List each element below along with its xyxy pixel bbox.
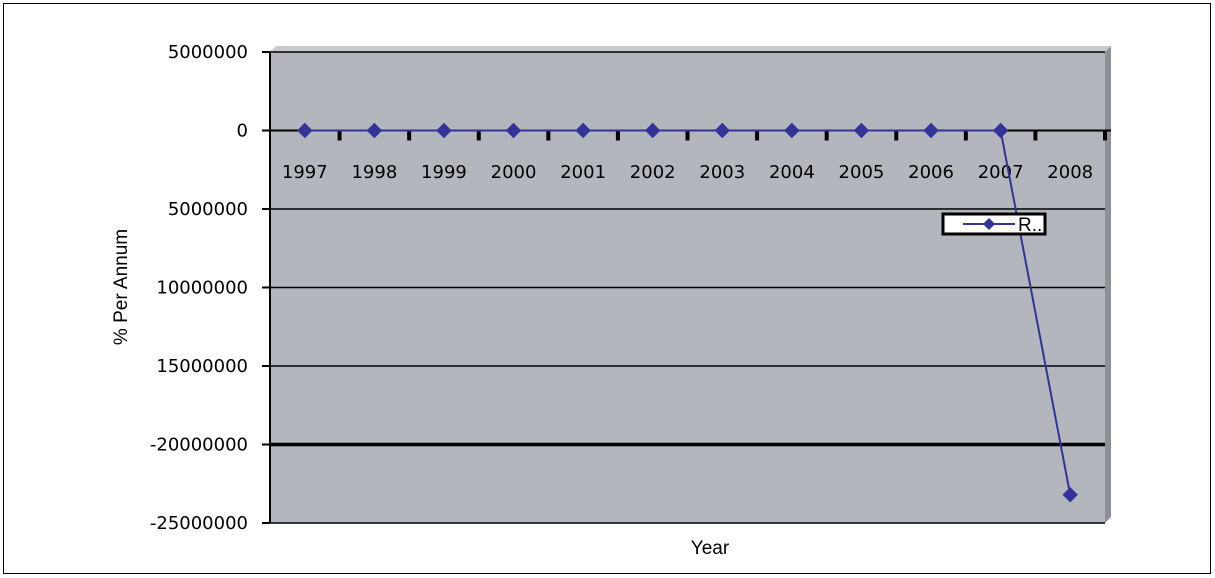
- y-tick-label: 5000000: [168, 42, 248, 63]
- x-tick: [476, 130, 481, 141]
- data-point: [366, 122, 383, 139]
- series-line: [304, 129, 1072, 495]
- x-tick: [1103, 130, 1107, 141]
- x-tick-label: 1998: [351, 162, 397, 183]
- x-tick-label: 2007: [978, 162, 1024, 183]
- data-point: [436, 122, 452, 139]
- x-tick: [685, 130, 690, 141]
- x-tick-label: 2004: [769, 162, 815, 183]
- x-tick: [755, 130, 760, 141]
- y-tick-label: 5000000: [168, 199, 248, 220]
- legend-swatch-marker: [983, 218, 995, 230]
- y-tick-label: 0: [237, 121, 248, 142]
- x-tick: [894, 130, 899, 141]
- data-point: [575, 122, 591, 139]
- data-point: [645, 122, 661, 139]
- x-tick-label: 1997: [282, 162, 328, 183]
- x-tick-label: 2005: [839, 162, 885, 183]
- x-tick-label: 2003: [699, 162, 745, 183]
- x-tick-label: 2008: [1047, 162, 1093, 183]
- x-tick-label: 2002: [630, 162, 676, 183]
- y-tick-label: 15000000: [156, 356, 248, 377]
- y-tick-label: -20000000: [150, 435, 248, 456]
- x-tick: [824, 130, 829, 141]
- x-tick: [337, 130, 342, 141]
- x-tick: [546, 130, 551, 141]
- data-point: [784, 122, 800, 139]
- legend-label: R..: [1018, 215, 1042, 236]
- y-tick-label: -25000000: [150, 513, 248, 534]
- x-tick-label: 2006: [908, 162, 954, 183]
- x-tick: [963, 130, 968, 141]
- plot-top-wall: [270, 46, 1111, 52]
- data-point: [297, 122, 313, 139]
- y-tick-label: 10000000: [156, 278, 248, 299]
- data-point: [992, 122, 1009, 139]
- x-axis-title: Year: [691, 538, 730, 559]
- x-tick: [615, 130, 620, 141]
- y-axis-title: % Per Annum: [111, 229, 132, 345]
- data-point: [1062, 487, 1078, 503]
- data-point: [923, 122, 939, 139]
- data-point: [714, 122, 730, 139]
- x-tick: [1033, 130, 1038, 141]
- data-point: [853, 122, 870, 139]
- x-tick: [407, 130, 412, 141]
- plot-side-wall: [1105, 46, 1111, 523]
- x-tick-label: 2000: [491, 162, 537, 183]
- data-point: [505, 122, 522, 139]
- x-tick-label: 2001: [560, 162, 606, 183]
- x-tick-label: 1999: [421, 162, 467, 183]
